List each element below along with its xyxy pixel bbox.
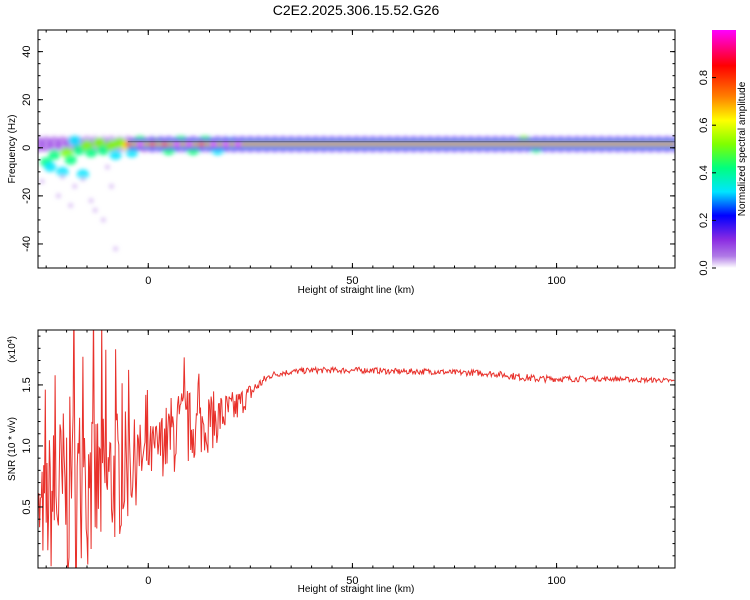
x-tick-label: 50 (346, 275, 358, 287)
snr-x-label: Height of straight line (km) (298, 584, 415, 595)
spectrogram-dot (88, 198, 94, 203)
spectrogram-y-label: Frequency (Hz) (7, 115, 18, 184)
y-tick-label: 1.0 (21, 438, 33, 453)
spectrogram-hotspot (136, 142, 144, 147)
spectrogram-dot (80, 176, 86, 182)
y-tick-label: -40 (21, 236, 33, 252)
spectrogram-dot (105, 164, 110, 170)
spectrogram-blob (48, 150, 61, 161)
spectrogram-blob (68, 135, 81, 146)
spectrogram-hotspot (124, 142, 132, 147)
y-tick-label: 0 (21, 145, 33, 151)
spectrogram-x-label: Height of straight line (km) (298, 285, 415, 296)
spectrogram-frame (37, 29, 676, 269)
colorbar-ticks: 0.0 0.2 0.4 0.6 0.8 (698, 70, 716, 276)
snr-series-line (38, 330, 675, 568)
spectrogram-blob (125, 147, 138, 158)
spectrogram-haze (38, 135, 675, 251)
spectrogram-dot (109, 184, 114, 189)
x-tick-label: 100 (547, 275, 565, 287)
snr-panel: 0 50 100 0.5 1.0 1.5 Height of straight line… (7, 329, 676, 595)
snr-y-label: SNR (10 * v/v) (7, 417, 18, 481)
y-tick-label: 1.5 (21, 377, 33, 392)
spectrogram-dot (72, 184, 77, 189)
spectrogram-hotspot (234, 142, 242, 147)
x-tick-label: 0 (145, 575, 151, 587)
spectrogram-hotspot (222, 142, 230, 147)
spectrogram-dot (113, 246, 118, 251)
colorbar: 0.0 0.2 0.4 0.6 0.8 Normalized spectral ampl… (698, 30, 748, 276)
spectrogram-dot (56, 193, 61, 199)
x-tick-label: 0 (145, 275, 151, 287)
x-tick-label: 100 (547, 575, 565, 587)
spectrogram-hotspot (185, 142, 193, 147)
spectrogram-plot-area (38, 135, 675, 251)
spectrogram-hotspot (161, 142, 169, 147)
spectrogram-dot (60, 174, 65, 179)
colorbar-gradient (712, 30, 736, 268)
spectrogram-blob (85, 147, 98, 158)
spectrogram-panel: 0 50 100 -40 -20 0 20 40 Height of straight li… (7, 29, 676, 296)
colorbar-label: Normalized spectral amplitude (737, 81, 748, 216)
y-tick-label: 0.5 (21, 499, 33, 514)
spectrogram-dot (101, 217, 106, 223)
snr-y-axis: 0.5 1.0 1.5 (21, 335, 675, 557)
snr-exponent-label: (x104) (7, 336, 19, 363)
spectrogram-blob (64, 154, 77, 165)
y-tick-label: 40 (21, 46, 33, 58)
spectrogram-dot (92, 208, 98, 213)
spectrogram-hotspot (210, 142, 218, 147)
snr-x-axis: 0 50 100 (45, 330, 660, 587)
x-tick-label: 50 (346, 575, 358, 587)
spectrogram-dot (39, 179, 45, 184)
spectrogram-blob (109, 150, 122, 161)
spectrogram-y-axis: -40 -20 0 20 40 (21, 39, 675, 257)
chart-title: C2E2.2025.306.15.52.G26 (273, 2, 440, 18)
colorbar-tick-label: 0.0 (698, 260, 710, 275)
snr-plot-area (38, 330, 675, 568)
y-tick-label: 20 (21, 94, 33, 106)
colorbar-tick-label: 0.8 (698, 70, 710, 85)
y-tick-label: -20 (21, 188, 33, 204)
spectrogram-band (127, 143, 675, 146)
snr-frame (37, 329, 676, 569)
spectrogram-x-axis: 0 50 100 (45, 30, 660, 287)
spectrogram-dot (68, 203, 73, 208)
spectrogram-hotspot (197, 142, 205, 147)
spectrogram-blob (44, 162, 57, 173)
colorbar-tick-label: 0.6 (698, 118, 710, 133)
colorbar-tick-label: 0.4 (698, 165, 710, 180)
spectrogram-blob (56, 166, 69, 177)
colorbar-tick-label: 0.2 (698, 213, 710, 228)
spectrogram-blob (76, 169, 89, 180)
spectrogram-hotspot (173, 142, 181, 147)
spectrogram-hotspot (148, 142, 156, 147)
